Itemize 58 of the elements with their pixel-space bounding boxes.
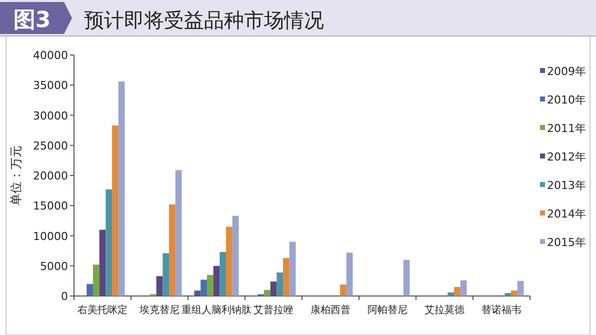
bar: [264, 290, 270, 296]
bar: [92, 264, 100, 296]
x-tick-label: 艾普拉唑: [254, 304, 294, 316]
y-tick-label: 10000: [33, 230, 68, 243]
bar: [511, 290, 518, 296]
bar: [162, 253, 170, 296]
bar: [112, 125, 118, 296]
y-tick-label: 5000: [40, 260, 68, 273]
x-tick-label: 右美托咪定: [78, 304, 128, 316]
bar: [106, 189, 112, 296]
bar: [175, 170, 182, 296]
legend-label: 2013年: [547, 179, 586, 192]
bar: [232, 216, 239, 296]
bar: [194, 290, 201, 296]
y-tick-label: 0: [61, 290, 68, 303]
y-tick-label: 15000: [33, 200, 68, 213]
bar: [213, 266, 220, 296]
bar: [226, 226, 232, 296]
y-tick-label: 25000: [33, 139, 68, 152]
x-tick-label: 重组人脑利钠肽: [182, 304, 252, 316]
bar: [454, 286, 460, 296]
legend-label: 2012年: [547, 150, 586, 164]
caption: 图3: [13, 8, 51, 33]
bar: [289, 242, 296, 296]
y-tick-label: 30000: [33, 109, 68, 122]
legend-label: 2010年: [547, 94, 586, 106]
bar: [206, 274, 214, 296]
x-tick-label: 艾拉莫德: [424, 304, 464, 316]
bar: [220, 252, 226, 296]
bar: [504, 292, 512, 296]
bar: [169, 204, 176, 296]
bar: [283, 258, 290, 296]
bar: [460, 280, 467, 296]
bar: [276, 272, 284, 296]
y-tick-label: 40000: [33, 49, 68, 62]
bar: [346, 252, 353, 296]
bar: [156, 276, 163, 296]
bar: [448, 292, 454, 296]
bar: [118, 82, 125, 296]
legend-label: 2011年: [547, 122, 586, 135]
bar: [403, 260, 410, 296]
y-axis-title: 单位：万元: [9, 146, 23, 206]
legend-label: 2014年: [547, 208, 586, 220]
bar: [340, 284, 346, 296]
legend-label: 2015年: [547, 236, 586, 249]
legend-label: 2009年: [547, 65, 586, 78]
bar: [200, 280, 207, 296]
x-tick-label: 阿帕替尼: [368, 304, 408, 316]
bar: [517, 280, 524, 296]
bar: [99, 230, 106, 296]
x-tick-label: 替诺福韦: [482, 304, 522, 316]
bar: [270, 282, 277, 296]
y-tick-label: 35000: [33, 79, 68, 92]
bar: [86, 284, 93, 296]
x-tick-label: 埃克替尼: [138, 304, 180, 316]
y-tick-label: 20000: [33, 170, 68, 182]
x-tick-label: 康柏西普: [310, 304, 350, 316]
chart-title: 预计即将受益品种市场情况: [84, 8, 324, 32]
